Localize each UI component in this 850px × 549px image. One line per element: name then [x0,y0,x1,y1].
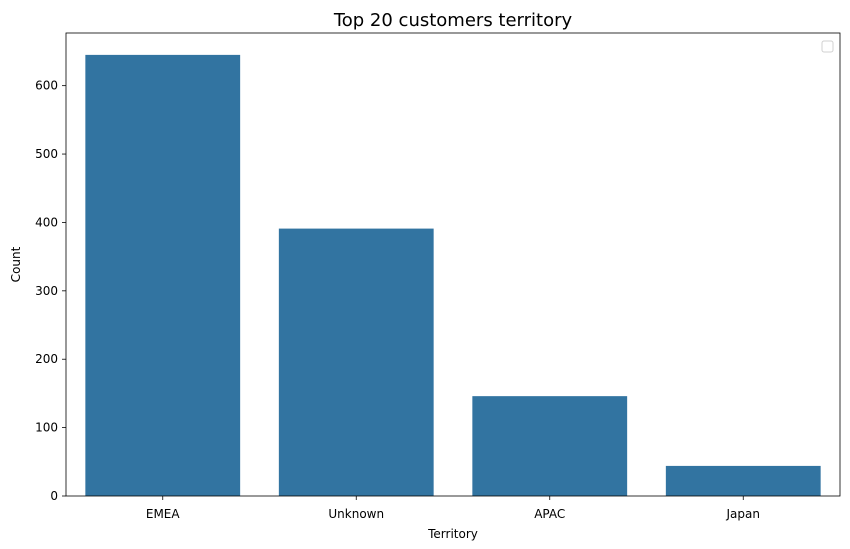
legend-box [821,40,834,53]
y-tick-label: 0 [50,489,58,503]
y-tick-label: 500 [35,147,58,161]
y-tick-label: 200 [35,352,58,366]
y-tick-label: 100 [35,421,58,435]
x-axis-ticks: EMEA Unknown APAC Japan [146,496,760,521]
x-axis-label: Territory [427,527,478,541]
y-axis-label: Count [9,246,23,282]
y-tick-label: 600 [35,79,58,93]
chart-title: Top 20 customers territory [333,10,573,31]
bars-group [85,54,821,496]
y-tick-label: 300 [35,284,58,298]
x-tick-label: Unknown [328,507,384,521]
x-tick-label: APAC [534,507,565,521]
bar-emea [85,54,241,496]
x-tick-label: Japan [726,507,760,521]
y-tick-label: 400 [35,215,58,229]
bar-unknown [278,228,434,496]
plot-frame [65,32,841,497]
bar-apac [472,396,628,496]
y-axis-ticks: 0 100 200 300 400 500 600 [35,79,66,503]
bar-japan [665,465,821,496]
x-tick-label: EMEA [146,507,181,521]
